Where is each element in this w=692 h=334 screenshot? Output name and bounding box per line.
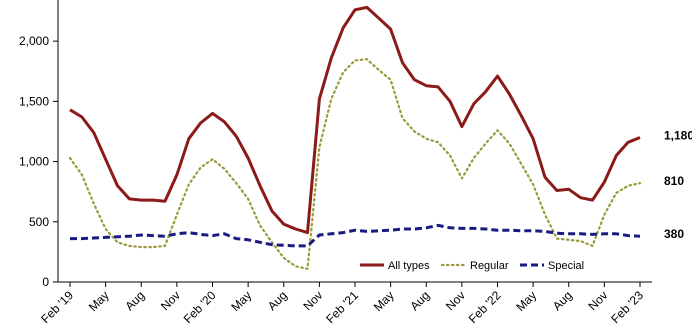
y-tick-label: 1,000: [19, 155, 49, 169]
legend-label: Regular: [470, 260, 509, 272]
x-tick-label: Nov: [586, 288, 611, 313]
x-tick-label: Nov: [443, 288, 468, 313]
x-tick-label: Aug: [122, 288, 147, 313]
y-axis: 0 500 1,000 1,500 2,000: [19, 0, 59, 289]
legend-label: Special: [548, 260, 584, 272]
x-tick-label: May: [371, 288, 397, 314]
end-labels: 1,180 810 380: [664, 128, 692, 241]
y-tick-label: 1,500: [19, 94, 49, 108]
x-tick-label: Feb '19: [38, 288, 76, 326]
y-tick-label: 0: [42, 275, 49, 289]
series-layer: [68, 5, 642, 270]
y-tick-label: 2,000: [19, 34, 49, 48]
x-tick-label: Aug: [407, 288, 432, 313]
series-line-regular: [68, 58, 642, 270]
chart-legend: All types Regular Special: [360, 260, 584, 272]
x-tick-label: Aug: [550, 288, 575, 313]
x-tick-label: May: [86, 288, 112, 314]
x-tick-label: Feb '23: [608, 288, 646, 326]
x-tick-label: May: [513, 288, 539, 314]
end-label-all-types: 1,180: [664, 128, 692, 142]
x-tick-label: Feb '20: [181, 288, 219, 326]
end-label-special: 380: [664, 227, 684, 241]
x-tick-label: Nov: [158, 288, 183, 313]
x-tick-label: Nov: [301, 288, 326, 313]
end-label-regular: 810: [664, 174, 684, 188]
x-tick-label: Feb '22: [466, 288, 504, 326]
x-tick-label: Feb '21: [323, 288, 361, 326]
y-tick-label: 500: [29, 215, 49, 229]
series-line-all-types: [69, 5, 641, 235]
x-tick-label: Aug: [265, 288, 290, 313]
x-tick-label: May: [228, 288, 254, 314]
legend-label: All types: [388, 260, 430, 272]
series-line-special: [70, 223, 641, 248]
